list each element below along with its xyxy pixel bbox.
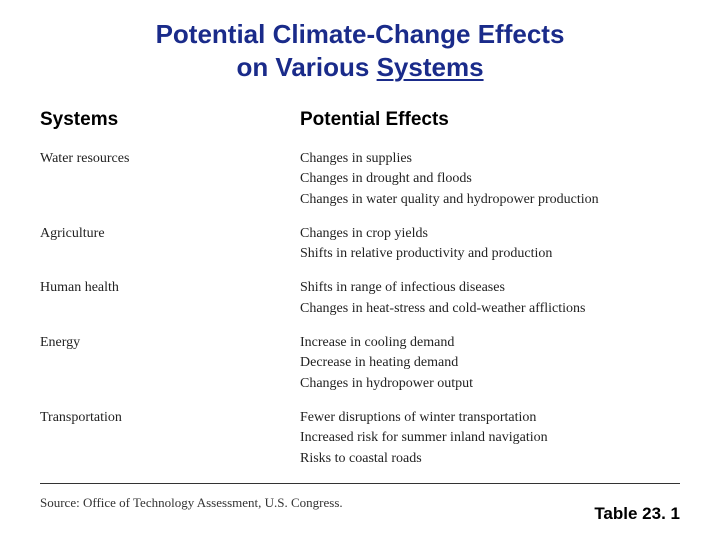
- table-row: Human health Shifts in range of infectio…: [40, 278, 680, 319]
- effects-cell: Increase in cooling demand Decrease in h…: [300, 333, 680, 394]
- effects-cell: Fewer disruptions of winter transportati…: [300, 408, 680, 469]
- effect-line: Changes in supplies: [300, 149, 680, 169]
- effect-line: Changes in water quality and hydropower …: [300, 190, 680, 210]
- table-row: Transportation Fewer disruptions of wint…: [40, 408, 680, 469]
- title-line-1: Potential Climate-Change Effects: [156, 19, 565, 49]
- effect-line: Increased risk for summer inland navigat…: [300, 428, 680, 448]
- column-headers: Systems Potential Effects: [40, 109, 680, 131]
- effect-line: Fewer disruptions of winter transportati…: [300, 408, 680, 428]
- effect-line: Decrease in heating demand: [300, 353, 680, 373]
- system-cell: Human health: [40, 278, 300, 319]
- system-cell: Energy: [40, 333, 300, 394]
- effect-line: Changes in heat-stress and cold-weather …: [300, 299, 680, 319]
- table-body: Water resources Changes in supplies Chan…: [40, 149, 680, 513]
- effect-line: Risks to coastal roads: [300, 449, 680, 469]
- effect-line: Increase in cooling demand: [300, 333, 680, 353]
- effects-cell: Shifts in range of infectious diseases C…: [300, 278, 680, 319]
- column-header-effects: Potential Effects: [300, 109, 680, 131]
- effect-line: Changes in drought and floods: [300, 169, 680, 189]
- table-row: Agriculture Changes in crop yields Shift…: [40, 224, 680, 265]
- title-line-2-underlined: Systems: [377, 52, 484, 82]
- source-line: Source: Office of Technology Assessment,…: [40, 494, 680, 513]
- column-header-systems: Systems: [40, 109, 300, 131]
- effects-cell: Changes in crop yields Shifts in relativ…: [300, 224, 680, 265]
- effect-line: Changes in crop yields: [300, 224, 680, 244]
- page-title: Potential Climate-Change Effects on Vari…: [40, 18, 680, 83]
- effects-cell: Changes in supplies Changes in drought a…: [300, 149, 680, 210]
- system-cell: Agriculture: [40, 224, 300, 265]
- title-line-2-plain: on Various: [236, 52, 376, 82]
- effect-line: Shifts in relative productivity and prod…: [300, 244, 680, 264]
- system-cell: Transportation: [40, 408, 300, 469]
- effect-line: Shifts in range of infectious diseases: [300, 278, 680, 298]
- table-row: Water resources Changes in supplies Chan…: [40, 149, 680, 210]
- table-row: Energy Increase in cooling demand Decrea…: [40, 333, 680, 394]
- bottom-rule: [40, 483, 680, 484]
- effect-line: Changes in hydropower output: [300, 374, 680, 394]
- table-reference: Table 23. 1: [594, 504, 680, 524]
- system-cell: Water resources: [40, 149, 300, 210]
